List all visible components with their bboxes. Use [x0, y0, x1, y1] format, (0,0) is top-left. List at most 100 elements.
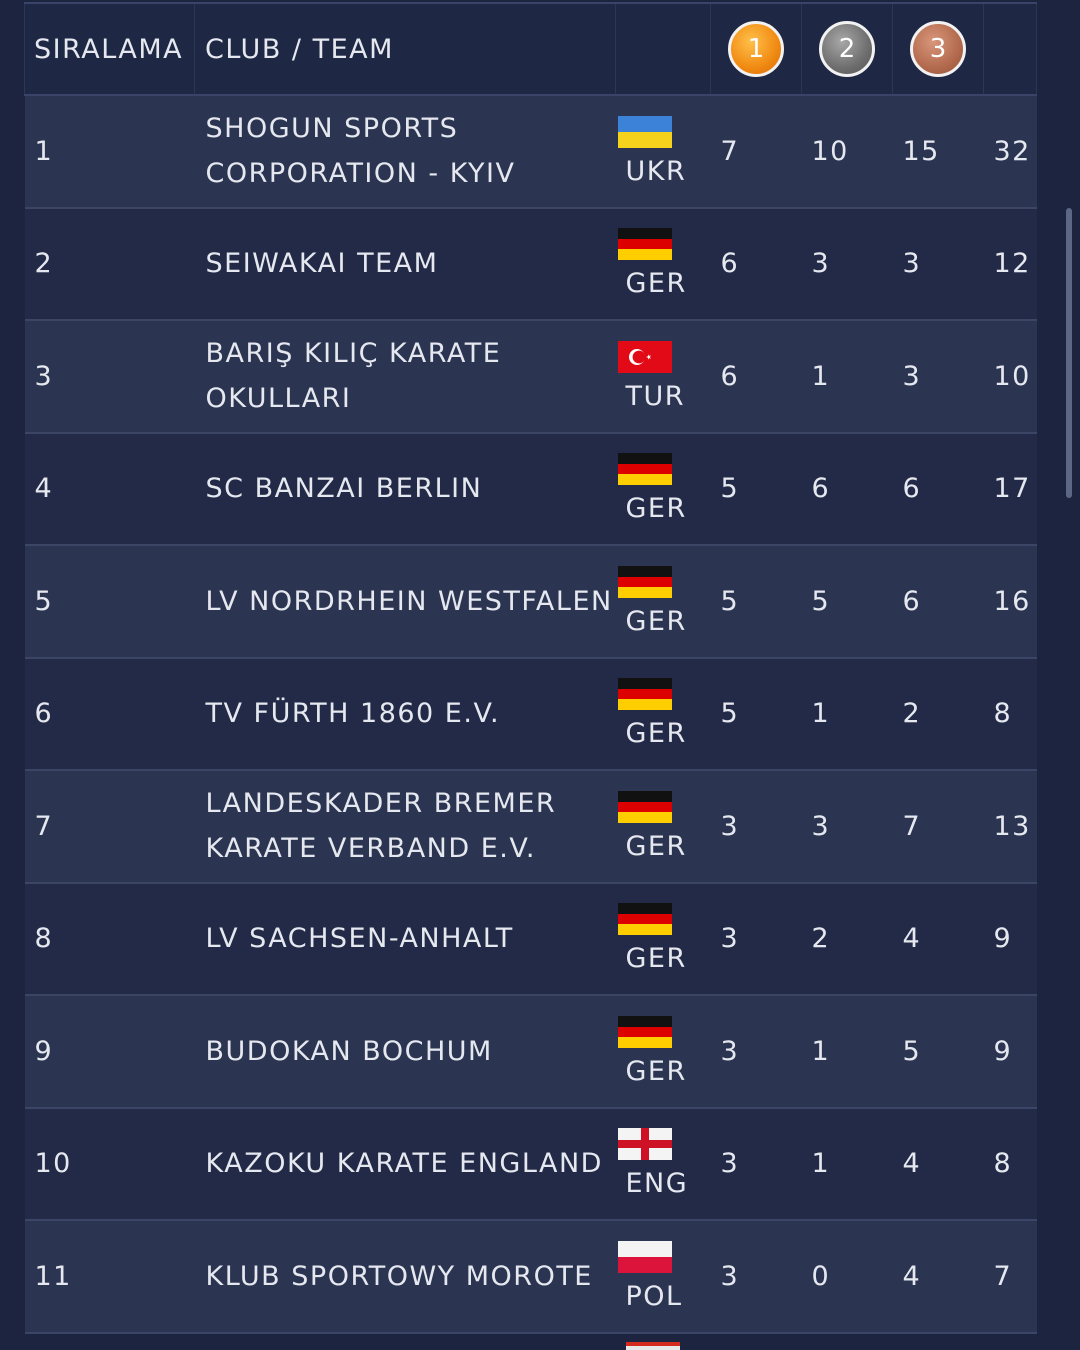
team-name-line-2: KARATE VERBAND E.V.	[205, 833, 536, 865]
eng-flag-icon	[617, 1128, 672, 1161]
bronze-medal-icon: 3	[910, 21, 966, 77]
standings-body: 1 SHOGUN SPORTS CORPORATION - KYIV UKR 7…	[24, 95, 1037, 1334]
total-count-cell: 12	[983, 207, 1037, 321]
scrollbar-thumb[interactable]	[1066, 208, 1072, 498]
country-code: GER	[625, 943, 687, 975]
rank-cell: 6	[24, 657, 195, 771]
silver-count-cell: 1	[801, 1107, 893, 1221]
silver-count-cell: 2	[801, 882, 893, 996]
table-row[interactable]: 4 SC BANZAI BERLIN GER 5 6 6 17	[24, 432, 1037, 546]
total-count-cell: 10	[983, 320, 1037, 434]
team-name-line-1: TV FÜRTH 1860 E.V.	[205, 698, 501, 730]
country-cell: GER	[615, 882, 711, 996]
table-row[interactable]: 10 KAZOKU KARATE ENGLAND ENG 3 1 4 8	[24, 1107, 1037, 1221]
gold-column-header: 1	[710, 2, 802, 96]
ger-flag-icon	[617, 453, 672, 486]
country-code: GER	[625, 493, 687, 525]
rank-cell: 2	[24, 207, 195, 321]
bronze-count-cell: 4	[892, 1220, 984, 1334]
country-cell: TUR	[615, 320, 711, 434]
team-name-line-1: LV NORDRHEIN WESTFALEN	[205, 585, 613, 617]
country-cell: ENG	[615, 1107, 711, 1221]
country-column-header	[615, 2, 711, 96]
bronze-count-cell: 6	[892, 545, 984, 659]
ger-flag-icon	[617, 1015, 672, 1048]
team-name-line-1: BUDOKAN BOCHUM	[205, 1035, 493, 1067]
silver-column-header: 2	[801, 2, 893, 96]
silver-count-cell: 3	[801, 770, 893, 884]
ger-flag-icon	[617, 565, 672, 598]
team-name-cell: KAZOKU KARATE ENGLAND	[194, 1107, 616, 1221]
bronze-count-cell: 6	[892, 432, 984, 546]
gold-count-cell: 3	[710, 995, 802, 1109]
gold-medal-icon: 1	[728, 21, 784, 77]
ukr-flag-icon	[617, 115, 672, 148]
total-count-cell: 8	[983, 1107, 1037, 1221]
table-row[interactable]: 3 BARIŞ KILIÇ KARATE OKULLARI TUR 6 1 3 …	[24, 320, 1037, 434]
bronze-count-cell: 7	[892, 770, 984, 884]
country-code: GER	[625, 605, 687, 637]
gold-count-cell: 5	[710, 545, 802, 659]
total-column-header	[983, 2, 1037, 96]
ger-flag-icon	[617, 903, 672, 936]
gold-count-cell: 5	[710, 432, 802, 546]
country-code: POL	[625, 1280, 683, 1312]
country-code: UKR	[625, 155, 687, 187]
country-code: GER	[625, 718, 687, 750]
country-cell: POL	[615, 1220, 711, 1334]
silver-count-cell: 10	[801, 95, 893, 209]
gold-count-cell: 5	[710, 657, 802, 771]
rank-column-header: SIRALAMA	[24, 2, 195, 96]
gold-count-cell: 7	[710, 95, 802, 209]
team-name-line-1: LANDESKADER BREMER	[205, 788, 557, 820]
team-name-cell: LV NORDRHEIN WESTFALEN	[194, 545, 616, 659]
team-column-header: CLUB / TEAM	[194, 2, 616, 96]
rank-cell: 4	[24, 432, 195, 546]
team-name-line-2: OKULLARI	[205, 383, 352, 415]
team-name-cell: SHOGUN SPORTS CORPORATION - KYIV	[194, 95, 616, 209]
table-row[interactable]: 6 TV FÜRTH 1860 E.V. GER 5 1 2 8	[24, 657, 1037, 771]
team-name-line-2: CORPORATION - KYIV	[205, 158, 516, 190]
ger-flag-icon	[617, 790, 672, 823]
rank-cell: 7	[24, 770, 195, 884]
team-name-line-1: LV SACHSEN-ANHALT	[205, 923, 514, 955]
total-count-cell: 32	[983, 95, 1037, 209]
team-name-cell: KLUB SPORTOWY MOROTE	[194, 1220, 616, 1334]
table-row[interactable]: 5 LV NORDRHEIN WESTFALEN GER 5 5 6 16	[24, 545, 1037, 659]
country-cell: GER	[615, 545, 711, 659]
country-cell: UKR	[615, 95, 711, 209]
rank-cell: 5	[24, 545, 195, 659]
table-row[interactable]: 11 KLUB SPORTOWY MOROTE POL 3 0 4 7	[24, 1220, 1037, 1334]
silver-count-cell: 0	[801, 1220, 893, 1334]
table-row[interactable]: 9 BUDOKAN BOCHUM GER 3 1 5 9	[24, 995, 1037, 1109]
table-row[interactable]: 1 SHOGUN SPORTS CORPORATION - KYIV UKR 7…	[24, 95, 1037, 209]
team-name-cell: TV FÜRTH 1860 E.V.	[194, 657, 616, 771]
team-name-line-1: KAZOKU KARATE ENGLAND	[205, 1148, 603, 1180]
country-code: GER	[625, 268, 687, 300]
team-name-cell: LANDESKADER BREMER KARATE VERBAND E.V.	[194, 770, 616, 884]
table-row[interactable]: 8 LV SACHSEN-ANHALT GER 3 2 4 9	[24, 882, 1037, 996]
rank-cell: 1	[24, 95, 195, 209]
team-name-line-1: BARIŞ KILIÇ KARATE	[205, 338, 502, 370]
table-row[interactable]: 7 LANDESKADER BREMER KARATE VERBAND E.V.…	[24, 770, 1037, 884]
rank-cell: 8	[24, 882, 195, 996]
gold-count-cell: 6	[710, 320, 802, 434]
team-name-line-1: SC BANZAI BERLIN	[205, 473, 483, 505]
total-count-cell: 7	[983, 1220, 1037, 1334]
table-row[interactable]: 2 SEIWAKAI TEAM GER 6 3 3 12	[24, 207, 1037, 321]
ger-flag-icon	[617, 678, 672, 711]
country-code: ENG	[625, 1168, 689, 1200]
table-header-row: SIRALAMA CLUB / TEAM 1 2 3	[24, 2, 1037, 96]
rank-cell: 10	[24, 1107, 195, 1221]
bronze-count-cell: 4	[892, 1107, 984, 1221]
team-name-line-1: SEIWAKAI TEAM	[205, 248, 439, 280]
team-name-cell: SEIWAKAI TEAM	[194, 207, 616, 321]
gold-count-cell: 3	[710, 1220, 802, 1334]
medal-standings-table: SIRALAMA CLUB / TEAM 1 2 3 1 SHOGUN SPOR…	[24, 2, 1037, 1334]
team-name-cell: BARIŞ KILIÇ KARATE OKULLARI	[194, 320, 616, 434]
country-code: GER	[625, 1055, 687, 1087]
gold-count-cell: 3	[710, 770, 802, 884]
rank-cell: 9	[24, 995, 195, 1109]
country-code: TUR	[625, 380, 686, 412]
total-count-cell: 17	[983, 432, 1037, 546]
